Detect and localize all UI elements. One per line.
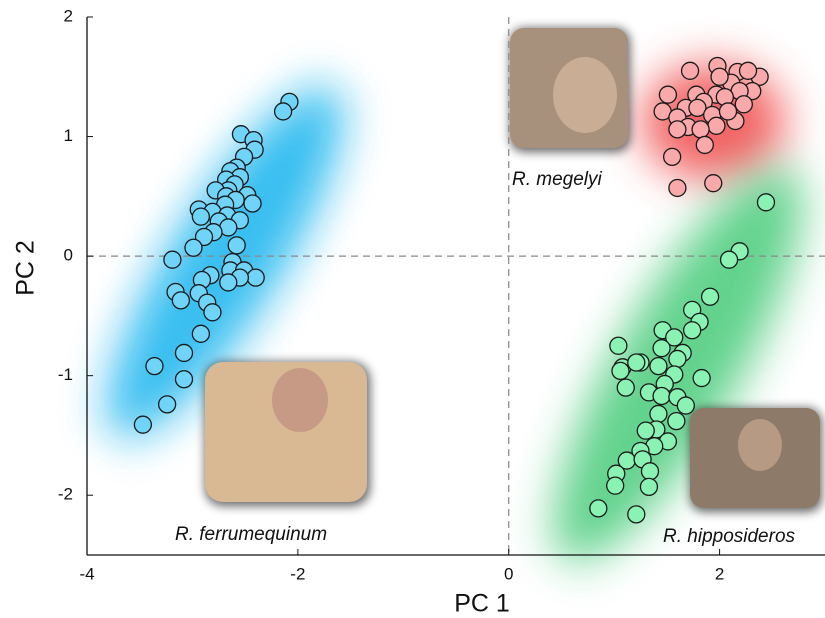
- x-tick-label: -4: [79, 564, 94, 583]
- y-tick-label: 0: [64, 246, 73, 265]
- point: [669, 121, 686, 138]
- x-tick-label: 0: [504, 564, 513, 583]
- x-axis-title: PC 1: [454, 590, 510, 618]
- point: [640, 478, 657, 495]
- group-ellipse: [512, 139, 825, 591]
- point: [664, 148, 681, 165]
- point: [720, 103, 737, 120]
- annotation: R. ferrumequinum: [175, 524, 327, 545]
- point: [669, 350, 686, 367]
- photo-detail: [738, 419, 782, 471]
- point: [693, 370, 710, 387]
- y-tick-label: -2: [58, 485, 73, 504]
- point: [607, 477, 624, 494]
- point: [244, 195, 261, 212]
- point: [172, 292, 189, 309]
- point: [740, 62, 757, 79]
- point: [669, 179, 686, 196]
- point: [275, 103, 292, 120]
- x-tick-label: -2: [290, 564, 305, 583]
- point: [204, 304, 221, 321]
- point: [637, 422, 654, 439]
- point: [220, 274, 237, 291]
- point: [735, 96, 752, 113]
- point: [175, 344, 192, 361]
- point: [164, 251, 181, 268]
- point: [641, 463, 658, 480]
- point: [650, 358, 667, 375]
- point: [159, 396, 176, 413]
- point: [653, 340, 670, 357]
- point: [705, 175, 722, 192]
- point: [628, 354, 645, 371]
- annotation: R. hipposideros: [663, 526, 796, 547]
- point: [134, 416, 151, 433]
- chart: -2 -1 0 1 2 -4 -2 0 2 R. megelyi R. ferrumequinu…: [0, 0, 825, 618]
- point: [247, 269, 264, 286]
- point: [757, 194, 774, 211]
- photo-detail: [272, 368, 328, 432]
- point: [192, 325, 209, 342]
- point: [682, 62, 699, 79]
- annotation: R. megelyi: [512, 169, 603, 190]
- point: [650, 405, 667, 422]
- point: [659, 86, 676, 103]
- point: [692, 121, 709, 138]
- y-tick-label: 2: [64, 6, 73, 25]
- point: [711, 68, 728, 85]
- point: [175, 371, 192, 388]
- y-tick-label: -1: [58, 365, 73, 384]
- point: [617, 379, 634, 396]
- point: [721, 251, 738, 268]
- point: [708, 117, 725, 134]
- point: [684, 322, 701, 339]
- point: [146, 358, 163, 375]
- point: [228, 237, 245, 254]
- point: [677, 397, 694, 414]
- point: [696, 136, 713, 153]
- point: [653, 387, 670, 404]
- y-axis-title: PC 2: [12, 240, 40, 296]
- point: [192, 208, 209, 225]
- point: [612, 362, 629, 379]
- point: [668, 413, 685, 430]
- point: [590, 500, 607, 517]
- x-tick-label: 2: [715, 564, 724, 583]
- point: [702, 288, 719, 305]
- photo-detail: [553, 57, 617, 133]
- point: [628, 506, 645, 523]
- point: [185, 239, 202, 256]
- y-tick-label: 1: [64, 126, 73, 145]
- point: [610, 337, 627, 354]
